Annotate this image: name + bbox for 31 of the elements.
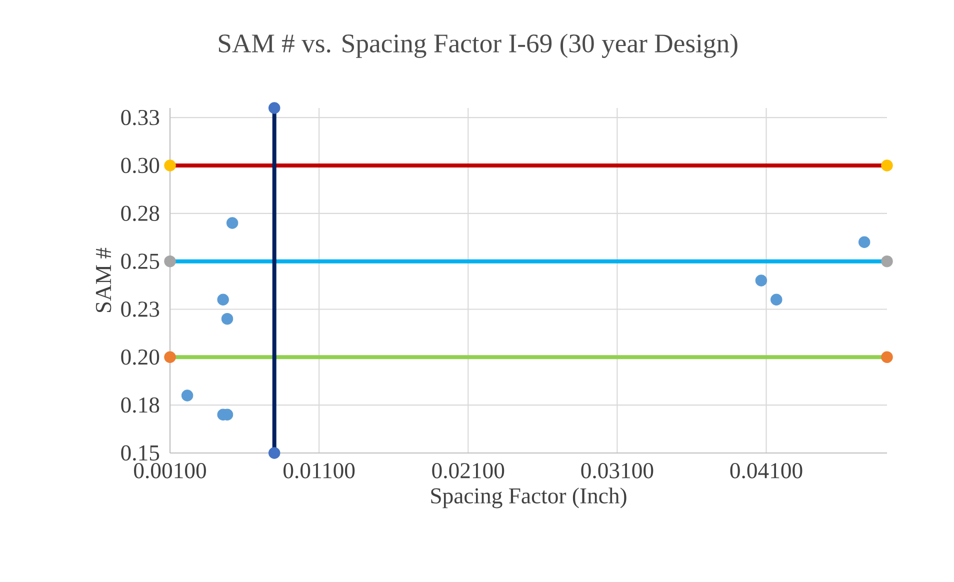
point	[164, 160, 176, 172]
x-tick-label: 0.04100	[730, 463, 802, 478]
point	[755, 274, 768, 286]
point	[221, 312, 234, 325]
point	[881, 351, 893, 364]
x-tick-label: 0.03100	[581, 463, 654, 478]
x-tick-label: 0.01100	[284, 463, 355, 478]
point	[268, 447, 280, 459]
point	[268, 102, 280, 114]
y-tick-label: 0.18	[121, 397, 160, 413]
y-tick-label: 0.23	[121, 302, 160, 317]
point	[217, 294, 229, 306]
point	[770, 294, 782, 306]
chart-title: SAM # vs. Spacing Factor I-69 (30 year Design)	[218, 34, 738, 58]
y-tick-label: 0.33	[121, 110, 160, 126]
point	[226, 217, 238, 229]
point	[164, 255, 176, 268]
x-tick-label: 0.00100	[134, 463, 206, 478]
point	[164, 351, 176, 364]
point	[881, 255, 893, 268]
y-tick-label: 0.25	[121, 254, 160, 270]
point	[881, 160, 893, 172]
y-tick-label: 0.20	[121, 349, 160, 365]
x-tick-label: 0.02100	[432, 463, 504, 478]
y-axis-title: SAM #	[96, 248, 112, 312]
y-tick-label: 0.28	[121, 206, 160, 222]
point	[858, 236, 870, 248]
point	[181, 390, 194, 402]
y-tick-label: 0.30	[121, 158, 160, 174]
x-axis-title: Spacing Factor (Inch)	[431, 488, 626, 508]
y-tick-label: 0.15	[121, 445, 160, 461]
